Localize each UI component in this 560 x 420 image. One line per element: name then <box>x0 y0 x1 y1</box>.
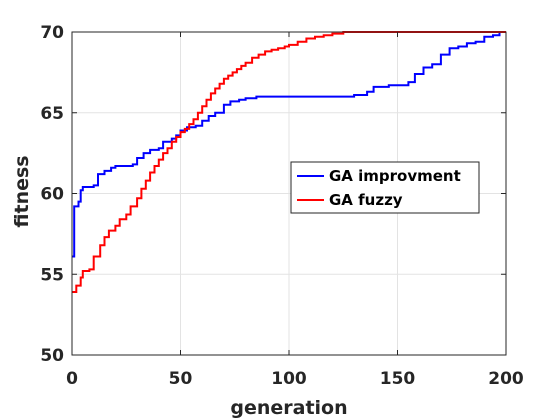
y-tick-label: 70 <box>40 23 64 43</box>
x-tick-label: 0 <box>66 369 78 389</box>
legend-entry-ga-improvment: GA improvment <box>329 167 461 185</box>
x-tick-label: 200 <box>488 369 524 389</box>
x-tick-label: 50 <box>169 369 193 389</box>
x-axis-label: generation <box>230 397 347 419</box>
y-tick-label: 65 <box>40 104 64 124</box>
y-tick-label: 50 <box>40 346 64 366</box>
legend: GA improvment GA fuzzy <box>291 162 479 213</box>
y-tick-label: 55 <box>40 265 64 285</box>
y-tick-label: 60 <box>40 185 64 205</box>
x-tick-label: 100 <box>271 369 307 389</box>
x-tick-label: 150 <box>380 369 416 389</box>
y-axis-label: fitness <box>11 155 33 227</box>
legend-entry-ga-fuzzy: GA fuzzy <box>329 191 403 209</box>
